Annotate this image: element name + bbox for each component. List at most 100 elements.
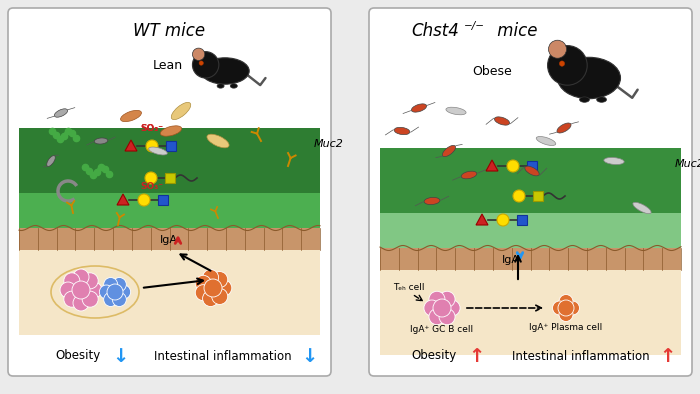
Text: IgA⁺ GC B cell: IgA⁺ GC B cell: [410, 325, 474, 335]
FancyBboxPatch shape: [8, 8, 331, 376]
Text: Tₑₕ cell: Tₑₕ cell: [393, 284, 425, 292]
Circle shape: [559, 295, 573, 309]
Text: Muc2: Muc2: [314, 139, 344, 149]
Ellipse shape: [557, 57, 620, 99]
Ellipse shape: [55, 109, 68, 117]
Circle shape: [429, 291, 445, 307]
Ellipse shape: [446, 107, 466, 115]
Text: IgA: IgA: [160, 235, 178, 245]
Bar: [380, 270, 681, 355]
Text: Lean: Lean: [153, 58, 183, 71]
Ellipse shape: [442, 145, 456, 156]
Circle shape: [73, 269, 89, 285]
Ellipse shape: [394, 127, 410, 135]
Ellipse shape: [494, 117, 510, 125]
Circle shape: [195, 285, 211, 301]
Ellipse shape: [94, 138, 108, 144]
Circle shape: [216, 280, 232, 296]
FancyBboxPatch shape: [517, 215, 527, 225]
Ellipse shape: [536, 136, 556, 145]
Circle shape: [138, 194, 150, 206]
Ellipse shape: [412, 104, 426, 112]
Circle shape: [513, 190, 525, 202]
Ellipse shape: [461, 171, 477, 179]
Ellipse shape: [148, 147, 167, 155]
Text: IgA⁺ Plasma cell: IgA⁺ Plasma cell: [529, 323, 603, 333]
Circle shape: [82, 273, 98, 289]
FancyBboxPatch shape: [158, 195, 168, 205]
Circle shape: [199, 61, 204, 65]
Circle shape: [64, 273, 80, 289]
Text: Obese: Obese: [472, 65, 512, 78]
Circle shape: [193, 52, 219, 78]
Bar: [380, 148, 681, 248]
FancyBboxPatch shape: [369, 8, 692, 376]
Circle shape: [424, 300, 440, 316]
Circle shape: [202, 269, 218, 286]
Ellipse shape: [525, 166, 539, 176]
Text: ↑: ↑: [659, 346, 676, 366]
Polygon shape: [476, 214, 488, 225]
Text: Intestinal inflammation: Intestinal inflammation: [512, 349, 650, 362]
Circle shape: [193, 48, 205, 60]
Bar: [19, 128, 320, 228]
Circle shape: [204, 279, 222, 297]
Bar: [380, 148, 681, 213]
Text: SO₃⁻: SO₃⁻: [141, 182, 164, 191]
Circle shape: [195, 275, 211, 291]
Circle shape: [104, 277, 118, 292]
Circle shape: [429, 309, 445, 325]
Circle shape: [72, 281, 90, 299]
FancyBboxPatch shape: [527, 161, 537, 171]
Circle shape: [558, 300, 574, 316]
Ellipse shape: [217, 84, 224, 88]
Circle shape: [439, 309, 455, 325]
Ellipse shape: [596, 97, 606, 102]
Circle shape: [112, 277, 126, 292]
Text: ↑: ↑: [468, 346, 484, 366]
Circle shape: [99, 285, 113, 299]
Text: WT mice: WT mice: [134, 22, 206, 40]
Circle shape: [497, 214, 509, 226]
Circle shape: [60, 282, 76, 298]
Ellipse shape: [47, 156, 55, 166]
Ellipse shape: [201, 58, 249, 84]
Bar: [19, 228, 320, 250]
Circle shape: [112, 292, 126, 307]
Text: SO₃⁻: SO₃⁻: [141, 124, 164, 133]
Text: ↓: ↓: [112, 346, 128, 366]
Circle shape: [82, 291, 98, 307]
Polygon shape: [117, 194, 129, 205]
Text: Intestinal inflammation: Intestinal inflammation: [154, 349, 292, 362]
Text: Muc2: Muc2: [675, 159, 700, 169]
Circle shape: [64, 291, 80, 307]
Text: ↓: ↓: [301, 346, 317, 366]
Ellipse shape: [207, 134, 229, 148]
Bar: [19, 128, 320, 193]
Circle shape: [566, 301, 580, 315]
Text: Obesity: Obesity: [55, 349, 101, 362]
FancyBboxPatch shape: [165, 173, 175, 183]
Ellipse shape: [557, 123, 571, 133]
Polygon shape: [125, 140, 137, 151]
Circle shape: [552, 301, 566, 315]
Text: Obesity: Obesity: [412, 349, 456, 362]
Bar: [380, 248, 681, 270]
Circle shape: [444, 300, 460, 316]
Circle shape: [439, 291, 455, 307]
Circle shape: [507, 160, 519, 172]
Circle shape: [117, 285, 131, 299]
Circle shape: [549, 40, 566, 58]
Bar: [19, 250, 320, 335]
Ellipse shape: [580, 97, 589, 102]
Ellipse shape: [230, 84, 237, 88]
Circle shape: [433, 299, 451, 317]
Circle shape: [146, 140, 158, 152]
Text: Chst4: Chst4: [411, 22, 459, 40]
FancyBboxPatch shape: [166, 141, 176, 151]
Circle shape: [73, 295, 89, 311]
Circle shape: [107, 284, 123, 300]
Text: SO₃⁻: SO₃⁻: [141, 124, 164, 133]
Ellipse shape: [633, 203, 651, 214]
Ellipse shape: [172, 102, 190, 120]
